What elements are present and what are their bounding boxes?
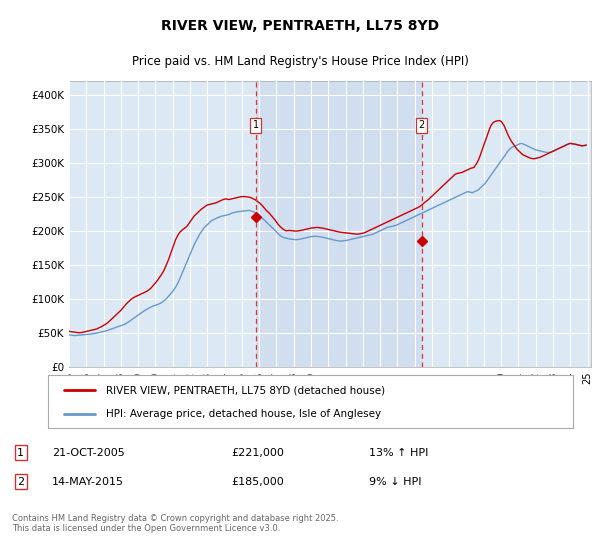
- Text: £185,000: £185,000: [231, 477, 284, 487]
- Text: Price paid vs. HM Land Registry's House Price Index (HPI): Price paid vs. HM Land Registry's House …: [131, 55, 469, 68]
- Text: 2: 2: [17, 477, 24, 487]
- Text: HPI: Average price, detached house, Isle of Anglesey: HPI: Average price, detached house, Isle…: [106, 408, 381, 418]
- Text: RIVER VIEW, PENTRAETH, LL75 8YD: RIVER VIEW, PENTRAETH, LL75 8YD: [161, 19, 439, 33]
- Text: 1: 1: [253, 120, 259, 130]
- Text: 21-OCT-2005: 21-OCT-2005: [52, 448, 125, 458]
- Text: RIVER VIEW, PENTRAETH, LL75 8YD (detached house): RIVER VIEW, PENTRAETH, LL75 8YD (detache…: [106, 385, 385, 395]
- FancyBboxPatch shape: [48, 375, 573, 428]
- Text: 1: 1: [17, 448, 24, 458]
- Text: Contains HM Land Registry data © Crown copyright and database right 2025.
This d: Contains HM Land Registry data © Crown c…: [12, 514, 338, 533]
- Text: 2: 2: [418, 120, 425, 130]
- Text: 14-MAY-2015: 14-MAY-2015: [52, 477, 124, 487]
- Text: £221,000: £221,000: [231, 448, 284, 458]
- Bar: [256, 81, 422, 367]
- Text: 13% ↑ HPI: 13% ↑ HPI: [369, 448, 428, 458]
- Text: 9% ↓ HPI: 9% ↓ HPI: [369, 477, 422, 487]
